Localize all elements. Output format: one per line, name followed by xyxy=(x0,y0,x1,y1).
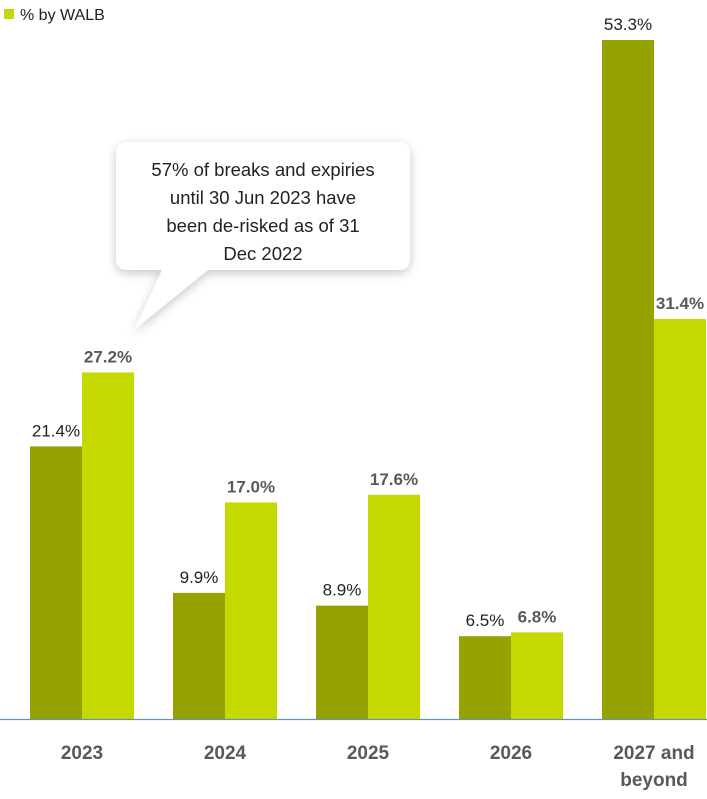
category-labels: 2023 2024 2025 2026 2027 and beyond xyxy=(61,743,695,791)
legend-label: % by WALB xyxy=(20,7,105,24)
bar-walb xyxy=(82,372,134,719)
bar-walb xyxy=(368,494,420,719)
category-label: 2023 xyxy=(61,743,103,764)
category-label: beyond xyxy=(620,770,688,791)
bar-dark xyxy=(316,605,368,719)
callout-bubble xyxy=(116,142,410,330)
value-label: 53.3% xyxy=(604,15,652,34)
value-label: 17.0% xyxy=(227,477,275,496)
category-label: 2024 xyxy=(204,743,247,764)
callout-line: until 30 Jun 2023 have xyxy=(170,187,356,208)
category-label: 2026 xyxy=(490,743,532,764)
value-label: 31.4% xyxy=(656,294,704,313)
value-label: 6.5% xyxy=(466,611,505,630)
value-label: 8.9% xyxy=(323,581,362,600)
bar-dark xyxy=(459,636,511,719)
value-label: 21.4% xyxy=(32,421,80,440)
bars xyxy=(30,40,706,719)
category-label: 2025 xyxy=(347,743,390,764)
value-label: 17.6% xyxy=(370,470,418,489)
callout-line: Dec 2022 xyxy=(223,243,302,264)
bar-dark xyxy=(602,40,654,719)
callout-line: been de-risked as of 31 xyxy=(166,215,359,236)
value-label: 27.2% xyxy=(84,347,132,366)
value-label: 9.9% xyxy=(180,568,219,587)
callout: 57% of breaks and expiries until 30 Jun … xyxy=(116,142,410,330)
callout-line: 57% of breaks and expiries xyxy=(151,159,374,180)
legend: % by WALB xyxy=(4,7,105,24)
bar-dark xyxy=(30,446,82,719)
legend-swatch xyxy=(4,9,14,19)
value-labels: 21.4% 27.2% 9.9% 17.0% 8.9% 17.6% 6.5% 6.8% 53.3… xyxy=(32,15,704,630)
value-label: 6.8% xyxy=(518,607,557,626)
bar-walb xyxy=(654,318,706,719)
bar-walb xyxy=(511,632,563,719)
category-label: 2027 and xyxy=(613,743,694,764)
bar-dark xyxy=(173,592,225,719)
bar-walb xyxy=(225,502,277,719)
